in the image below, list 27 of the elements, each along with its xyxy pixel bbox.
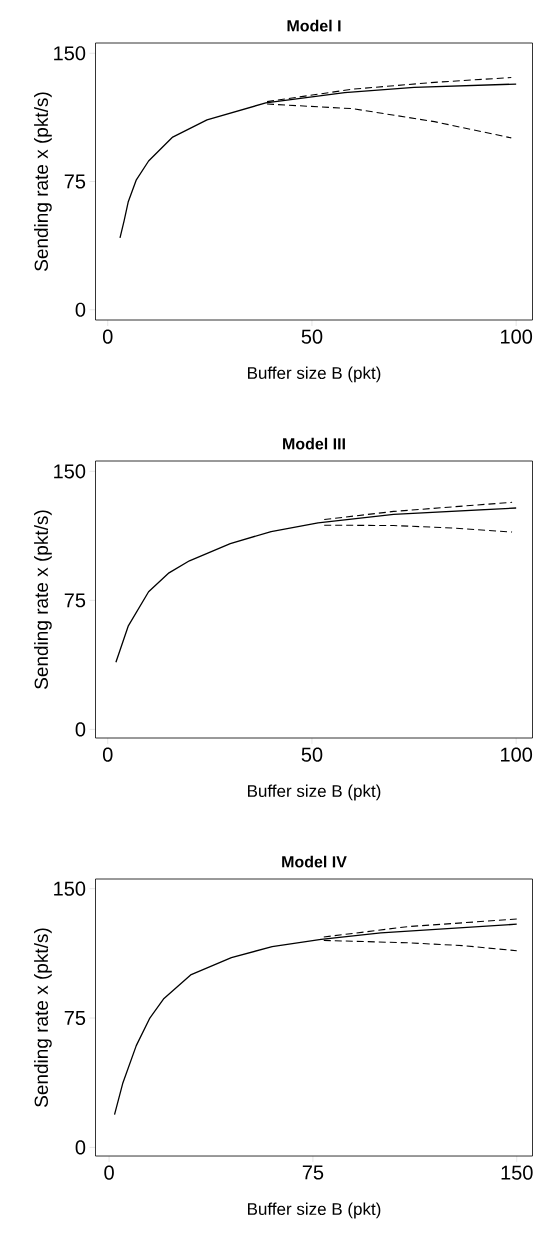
- x-tick-label: 100: [501, 329, 533, 344]
- y-tick-label: 75: [64, 593, 86, 608]
- x-tick-label: 50: [301, 747, 323, 762]
- x-axis-title: Buffer size B (pkt): [248, 1202, 381, 1219]
- y-tick-label: 150: [54, 881, 86, 896]
- y-tick-label: 0: [75, 722, 86, 737]
- y-axis-title: Sending rate x (pkt/s): [34, 92, 52, 271]
- x-tick-label: 100: [501, 747, 533, 762]
- x-tick-label: 150: [501, 1165, 533, 1180]
- x-tick-label: 0: [102, 747, 113, 762]
- x-tick-label: 0: [102, 329, 113, 344]
- chart-title: Model IV: [282, 855, 347, 868]
- x-tick-label: 75: [302, 1165, 324, 1180]
- chart-title: Model III: [283, 437, 345, 450]
- y-tick-label: 150: [54, 464, 86, 479]
- x-axis-title: Buffer size B (pkt): [248, 366, 381, 383]
- x-axis-title: Buffer size B (pkt): [248, 784, 381, 801]
- y-tick-label: 0: [75, 1140, 86, 1155]
- y-axis-title: Sending rate x (pkt/s): [34, 510, 52, 689]
- x-tick-label: 50: [301, 329, 323, 344]
- y-axis-title: Sending rate x (pkt/s): [34, 928, 52, 1107]
- y-tick-label: 75: [64, 174, 86, 189]
- x-tick-label: 0: [104, 1165, 114, 1180]
- y-tick-label: 0: [75, 302, 86, 317]
- chart-title: Model I: [287, 19, 341, 32]
- y-tick-label: 150: [54, 46, 86, 61]
- y-tick-label: 75: [64, 1011, 86, 1026]
